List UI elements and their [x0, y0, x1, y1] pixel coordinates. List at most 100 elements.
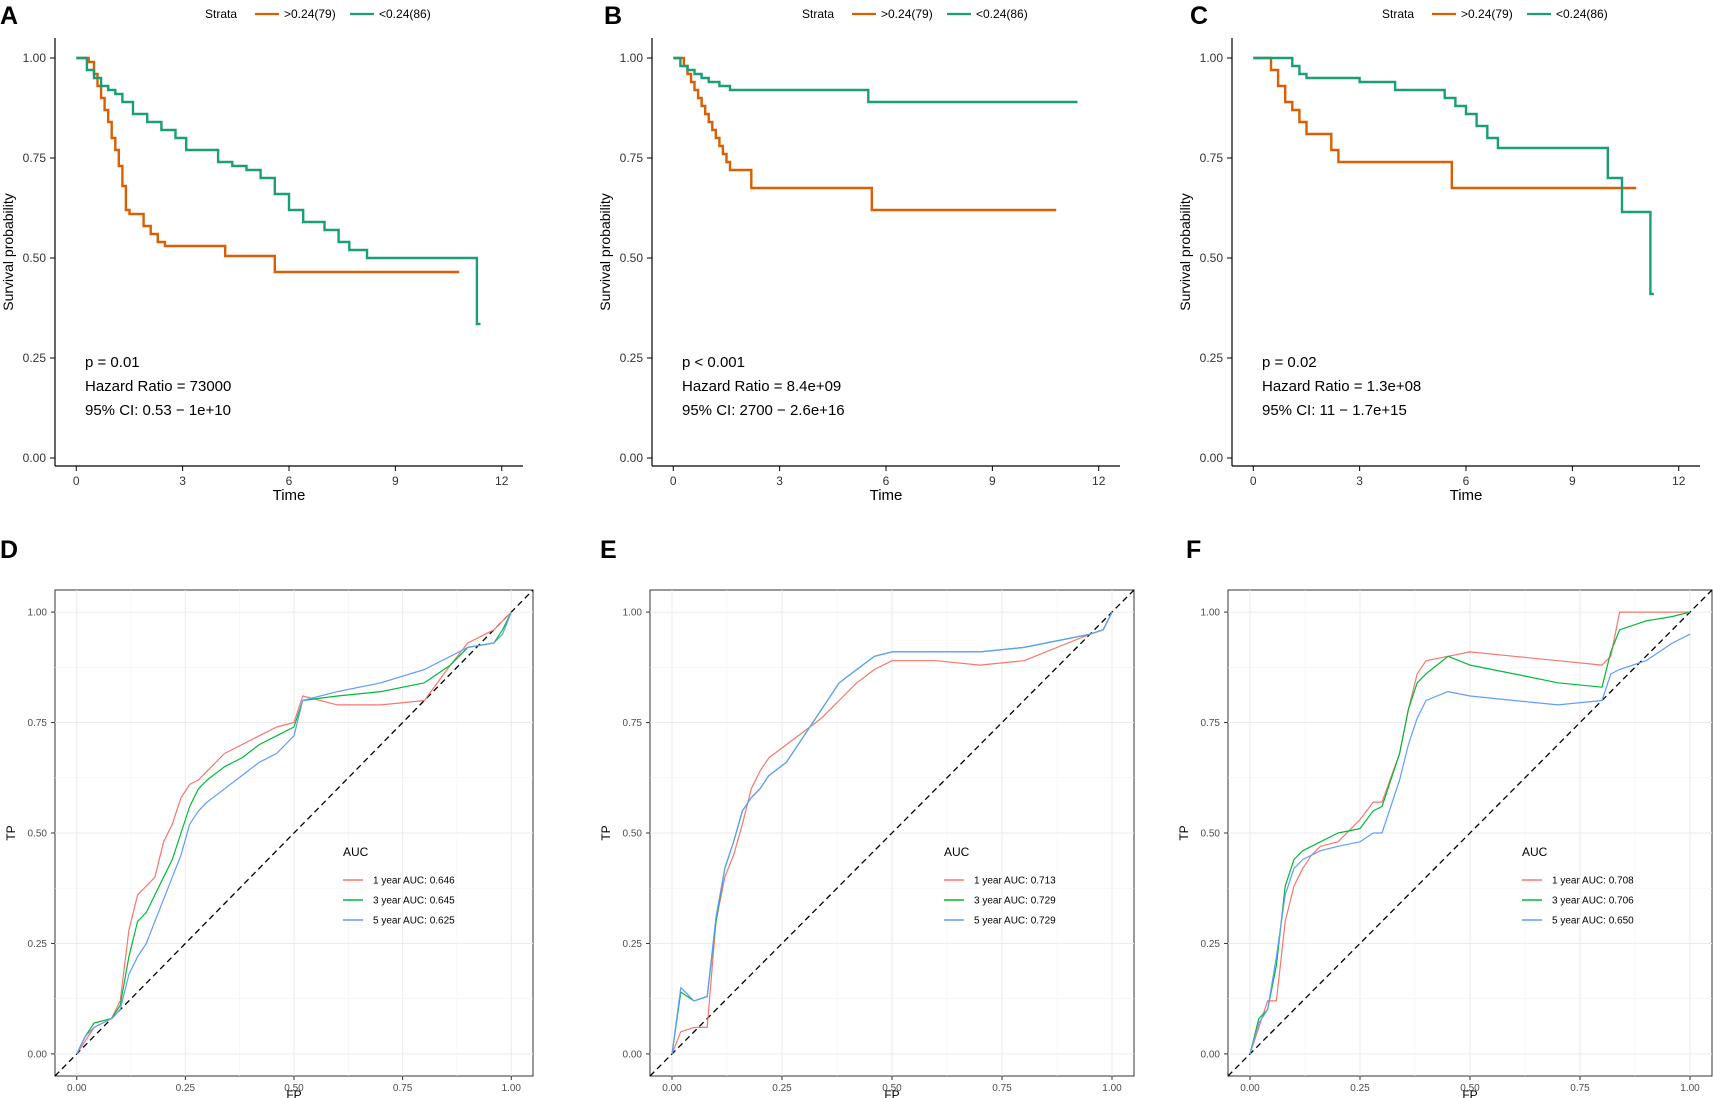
stat-annotation: 95% CI: 0.53 − 1e+10	[85, 402, 231, 419]
legend-title: Strata	[205, 7, 237, 21]
x-tick-label: 9	[1569, 474, 1576, 488]
survival-curve	[673, 56, 1078, 104]
x-tick-label: 0.75	[992, 1083, 1012, 1094]
y-tick-label: 0.00	[28, 1049, 48, 1060]
panel-label: F	[1186, 536, 1201, 564]
roc-curve	[1249, 611, 1691, 1055]
y-tick-label: 0.75	[28, 718, 48, 729]
x-tick-label: 9	[392, 474, 399, 488]
x-tick-label: 0.50	[882, 1083, 902, 1094]
legend-entry: 5 year AUC: 0.625	[373, 916, 455, 927]
y-tick-label: 1.00	[1200, 51, 1224, 65]
x-tick-label: 6	[883, 474, 890, 488]
y-tick-label: 0.50	[620, 251, 644, 265]
legend-entry: 1 year AUC: 0.646	[373, 876, 455, 887]
y-tick-label: 0.75	[1201, 718, 1221, 729]
x-tick-label: 12	[1092, 474, 1106, 488]
panel-label: D	[0, 536, 18, 564]
roc-curve	[76, 611, 512, 1055]
diagonal-reference-line	[54, 589, 534, 1077]
y-axis-label: TP	[599, 825, 613, 840]
y-tick-label: 1.00	[23, 51, 47, 65]
y-axis-label: TP	[4, 825, 18, 840]
legend-entry: >0.24(79)	[881, 7, 933, 21]
x-tick-label: 0.25	[772, 1083, 792, 1094]
x-tick-label: 12	[1672, 474, 1686, 488]
x-tick-label: 0.75	[393, 1083, 413, 1094]
x-tick-label: 1.00	[1680, 1083, 1700, 1094]
x-tick-label: 0.50	[1460, 1083, 1480, 1094]
legend-entry: 1 year AUC: 0.713	[974, 876, 1056, 887]
legend-entry: 5 year AUC: 0.650	[1552, 916, 1634, 927]
y-axis-label: Survival probability	[1177, 193, 1193, 311]
legend-entry: <0.24(86)	[1556, 7, 1608, 21]
legend-entry: 3 year AUC: 0.706	[1552, 896, 1634, 907]
roc-curve	[671, 611, 1113, 1054]
stat-annotation: Hazard Ratio = 1.3e+08	[1262, 378, 1421, 395]
stat-annotation: Hazard Ratio = 73000	[85, 378, 231, 395]
legend-entry: >0.24(79)	[1461, 7, 1513, 21]
survival-curve	[673, 56, 1057, 212]
y-axis-label: Survival probability	[597, 193, 613, 311]
stat-annotation: Hazard Ratio = 8.4e+09	[682, 378, 841, 395]
x-tick-label: 3	[1356, 474, 1363, 488]
x-tick-label: 6	[286, 474, 293, 488]
legend-entry: <0.24(86)	[379, 7, 431, 21]
panel-f-roc-plot: F 0.00 0.25 0.50 0.75 1.00 0.00 0.25 0.50 0.75 1.…	[1177, 536, 1713, 1098]
panel-e-roc-plot: E 0.00 0.25 0.50 0.75 1.00 0.00 0.25 0.50 0.75 1.…	[599, 536, 1135, 1098]
x-tick-label: 0.25	[176, 1083, 196, 1094]
stat-annotation: p = 0.02	[1262, 354, 1317, 371]
roc-curve	[76, 611, 512, 1055]
x-tick-label: 0.25	[1350, 1083, 1370, 1094]
legend-entry: >0.24(79)	[284, 7, 336, 21]
survival-curve	[76, 56, 481, 326]
y-tick-label: 0.75	[620, 151, 644, 165]
x-tick-label: 0.00	[1240, 1083, 1260, 1094]
diagonal-reference-line	[649, 589, 1135, 1077]
x-tick-label: 12	[495, 474, 509, 488]
x-tick-label: 0	[73, 474, 80, 488]
y-tick-label: 0.00	[1201, 1049, 1221, 1060]
panel-label: A	[0, 2, 18, 30]
y-tick-label: 0.00	[23, 451, 47, 465]
x-axis-label: Time	[273, 487, 306, 504]
panel-a-km-plot: A 0 3 6 9 12 0.00 0.25 0.50 0.75 1.00 Time Survival…	[0, 2, 523, 504]
survival-curve	[1253, 56, 1637, 190]
legend-title: Strata	[802, 7, 834, 21]
stat-annotation: p < 0.001	[682, 354, 745, 371]
panel-label: B	[604, 2, 622, 30]
x-tick-label: 1.00	[502, 1083, 522, 1094]
panel-label: E	[600, 536, 617, 564]
panel-label: C	[1190, 2, 1208, 30]
y-tick-label: 1.00	[620, 51, 644, 65]
legend-entry: 1 year AUC: 0.708	[1552, 876, 1634, 887]
legend-title: AUC	[343, 845, 369, 859]
y-tick-label: 1.00	[623, 608, 643, 619]
x-axis-label: FP	[286, 1088, 301, 1098]
y-tick-label: 0.25	[28, 939, 48, 950]
x-tick-label: 0.50	[284, 1083, 304, 1094]
x-tick-label: 9	[989, 474, 996, 488]
y-axis-label: Survival probability	[0, 193, 16, 311]
x-tick-label: 0.75	[1570, 1083, 1590, 1094]
stat-annotation: p = 0.01	[85, 354, 140, 371]
y-tick-label: 0.50	[28, 829, 48, 840]
panel-c-km-plot: C 0 3 6 9 12 0.00 0.25 0.50 0.75 1.00 Time Survival…	[1177, 2, 1700, 504]
y-tick-label: 0.50	[623, 829, 643, 840]
legend-entry: 5 year AUC: 0.729	[974, 916, 1056, 927]
x-axis-label: Time	[1450, 487, 1483, 504]
y-tick-label: 0.75	[23, 151, 47, 165]
x-tick-label: 0	[670, 474, 677, 488]
x-tick-label: 1.00	[1102, 1083, 1122, 1094]
legend-entry: <0.24(86)	[976, 7, 1028, 21]
panel-b-km-plot: B 0 3 6 9 12 0.00 0.25 0.50 0.75 1.00 Time Survival…	[597, 2, 1120, 504]
y-tick-label: 0.50	[1200, 251, 1224, 265]
y-tick-label: 0.25	[23, 351, 47, 365]
legend-entry: 3 year AUC: 0.729	[974, 896, 1056, 907]
survival-curve	[1253, 56, 1654, 296]
survival-curve	[76, 56, 460, 274]
x-tick-label: 0	[1250, 474, 1257, 488]
roc-curve	[1249, 633, 1691, 1055]
y-tick-label: 1.00	[1201, 608, 1221, 619]
